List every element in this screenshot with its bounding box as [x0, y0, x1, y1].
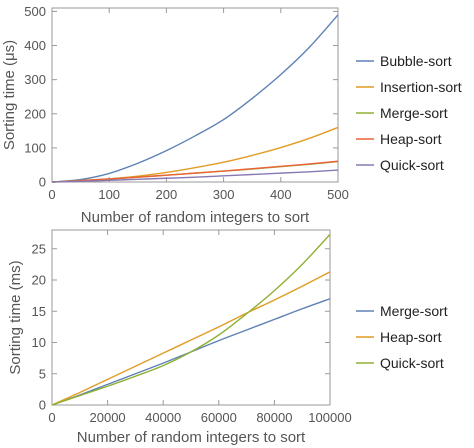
y-tick-label: 400: [24, 38, 46, 53]
x-tick-label: 400: [270, 187, 292, 202]
plot-frame: [51, 7, 339, 183]
x-tick-label: 100: [98, 187, 120, 202]
chart-2: 0 20000 40000 60000 80000 100000 0 5 10 15 20 25 Num…: [7, 229, 448, 446]
legend-label-quick-sort: Quick-sort: [380, 355, 444, 371]
y-tick-label: 5: [39, 366, 46, 381]
x-axis-label: Number of random integers to sort: [81, 209, 310, 226]
y-tick-label: 20: [32, 273, 46, 288]
x-tick-label: 100000: [308, 410, 351, 425]
x-tick-label: 20000: [90, 410, 126, 425]
y-tick-label: 25: [32, 241, 46, 256]
series-line-bubble-sort: [51, 14, 339, 183]
x-tick-label: 80000: [256, 410, 292, 425]
y-tick-label: 200: [24, 106, 46, 121]
x-tick-label: 0: [48, 410, 55, 425]
legend-label-heap-sort: Heap-sort: [380, 329, 442, 345]
legend-label-heap-sort: Heap-sort: [380, 131, 442, 147]
x-tick-label: 40000: [145, 410, 181, 425]
y-tick-label: 500: [24, 4, 46, 19]
y-tick-label: 300: [24, 72, 46, 87]
legend-label-insertion-sort: Insertion-sort: [380, 79, 462, 95]
series-line-heap-sort: [51, 271, 331, 406]
y-axis-label: Sorting time (μs): [1, 40, 18, 150]
legend-label-bubble-sort: Bubble-sort: [380, 53, 452, 69]
x-axis-label: Number of random integers to sort: [77, 429, 306, 446]
x-tick-label: 200: [156, 187, 178, 202]
chart-1: 0 100 200 300 400 500 0 100 200 300 400 500 Number o…: [1, 4, 462, 226]
x-tick-label: 60000: [201, 410, 237, 425]
series-line-quick-sort: [51, 169, 339, 183]
y-tick-label: 0: [39, 175, 46, 190]
series-line-quick-sort: [51, 233, 331, 406]
series-line-heap-sort: [51, 160, 339, 183]
y-tick-label: 0: [39, 398, 46, 413]
x-tick-label: 0: [48, 187, 55, 202]
legend-label-quick-sort: Quick-sort: [380, 157, 444, 173]
y-tick-label: 15: [32, 304, 46, 319]
y-tick-label: 100: [24, 140, 46, 155]
y-tick-label: 10: [32, 335, 46, 350]
plot-frame: [51, 229, 331, 406]
y-axis-label: Sorting time (ms): [7, 260, 24, 374]
legend-label-merge-sort: Merge-sort: [380, 105, 448, 121]
x-tick-label: 500: [327, 187, 349, 202]
legend-label-merge-sort: Merge-sort: [380, 303, 448, 319]
x-tick-label: 300: [213, 187, 235, 202]
